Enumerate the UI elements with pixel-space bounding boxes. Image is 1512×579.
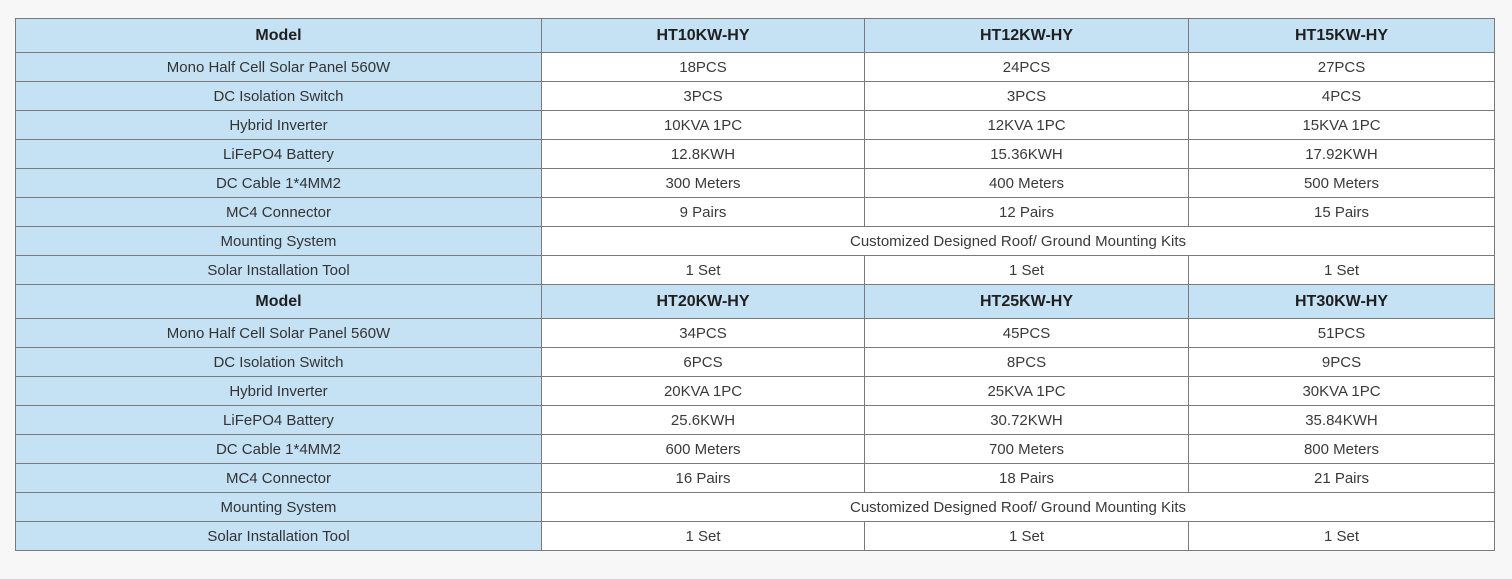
value-cell: 12KVA 1PC <box>864 110 1189 140</box>
table-row: LiFePO4 Battery 25.6KWH 30.72KWH 35.84KW… <box>15 405 1495 435</box>
value-cell: 18 Pairs <box>864 463 1189 493</box>
row-label: Solar Installation Tool <box>15 521 542 551</box>
table-row: DC Cable 1*4MM2 600 Meters 700 Meters 80… <box>15 434 1495 464</box>
value-cell: 1 Set <box>541 255 865 285</box>
value-cell: 9PCS <box>1188 347 1495 377</box>
value-cell: 1 Set <box>1188 255 1495 285</box>
model-column-header: HT10KW-HY <box>541 18 865 53</box>
value-cell: 45PCS <box>864 318 1189 348</box>
value-cell: 35.84KWH <box>1188 405 1495 435</box>
value-cell: 700 Meters <box>864 434 1189 464</box>
value-cell: 25KVA 1PC <box>864 376 1189 406</box>
model-column-header: HT15KW-HY <box>1188 18 1495 53</box>
value-cell: 1 Set <box>864 521 1189 551</box>
value-cell: 15.36KWH <box>864 139 1189 169</box>
value-cell: 12 Pairs <box>864 197 1189 227</box>
row-label: Hybrid Inverter <box>15 376 542 406</box>
spec-table-container: Model HT10KW-HY HT12KW-HY HT15KW-HY Mono… <box>15 18 1495 551</box>
value-cell: 4PCS <box>1188 81 1495 111</box>
spec-section-1: Model HT10KW-HY HT12KW-HY HT15KW-HY Mono… <box>15 18 1495 285</box>
value-cell: 6PCS <box>541 347 865 377</box>
table-row: Mounting System Customized Designed Roof… <box>15 492 1495 522</box>
value-cell: 21 Pairs <box>1188 463 1495 493</box>
row-label: MC4 Connector <box>15 197 542 227</box>
table-row: Solar Installation Tool 1 Set 1 Set 1 Se… <box>15 521 1495 551</box>
table-row: Mono Half Cell Solar Panel 560W 18PCS 24… <box>15 52 1495 82</box>
model-column-header: HT30KW-HY <box>1188 284 1495 319</box>
value-cell: 51PCS <box>1188 318 1495 348</box>
table-row: LiFePO4 Battery 12.8KWH 15.36KWH 17.92KW… <box>15 139 1495 169</box>
spanned-value-cell: Customized Designed Roof/ Ground Mountin… <box>541 492 1495 522</box>
spec-section-2: Model HT20KW-HY HT25KW-HY HT30KW-HY Mono… <box>15 284 1495 551</box>
table-row: MC4 Connector 9 Pairs 12 Pairs 15 Pairs <box>15 197 1495 227</box>
model-column-header: HT20KW-HY <box>541 284 865 319</box>
row-label: LiFePO4 Battery <box>15 139 542 169</box>
value-cell: 3PCS <box>864 81 1189 111</box>
model-column-header: HT25KW-HY <box>864 284 1189 319</box>
value-cell: 24PCS <box>864 52 1189 82</box>
row-label: DC Isolation Switch <box>15 347 542 377</box>
value-cell: 30.72KWH <box>864 405 1189 435</box>
value-cell: 10KVA 1PC <box>541 110 865 140</box>
value-cell: 400 Meters <box>864 168 1189 198</box>
row-label: MC4 Connector <box>15 463 542 493</box>
value-cell: 800 Meters <box>1188 434 1495 464</box>
model-header-label: Model <box>15 284 542 319</box>
row-label: DC Cable 1*4MM2 <box>15 434 542 464</box>
table-row: DC Cable 1*4MM2 300 Meters 400 Meters 50… <box>15 168 1495 198</box>
row-label: DC Isolation Switch <box>15 81 542 111</box>
value-cell: 300 Meters <box>541 168 865 198</box>
value-cell: 1 Set <box>864 255 1189 285</box>
value-cell: 3PCS <box>541 81 865 111</box>
table-row: Mounting System Customized Designed Roof… <box>15 226 1495 256</box>
value-cell: 12.8KWH <box>541 139 865 169</box>
product-spec-table: Model HT10KW-HY HT12KW-HY HT15KW-HY Mono… <box>15 18 1495 551</box>
row-label: Mono Half Cell Solar Panel 560W <box>15 318 542 348</box>
value-cell: 8PCS <box>864 347 1189 377</box>
table-row: Hybrid Inverter 10KVA 1PC 12KVA 1PC 15KV… <box>15 110 1495 140</box>
table-row: Mono Half Cell Solar Panel 560W 34PCS 45… <box>15 318 1495 348</box>
row-label: Mounting System <box>15 226 542 256</box>
value-cell: 600 Meters <box>541 434 865 464</box>
model-header-label: Model <box>15 18 542 53</box>
row-label: Hybrid Inverter <box>15 110 542 140</box>
row-label: DC Cable 1*4MM2 <box>15 168 542 198</box>
value-cell: 1 Set <box>1188 521 1495 551</box>
value-cell: 1 Set <box>541 521 865 551</box>
value-cell: 30KVA 1PC <box>1188 376 1495 406</box>
value-cell: 18PCS <box>541 52 865 82</box>
model-column-header: HT12KW-HY <box>864 18 1189 53</box>
value-cell: 34PCS <box>541 318 865 348</box>
value-cell: 15KVA 1PC <box>1188 110 1495 140</box>
section-1-header-row: Model HT10KW-HY HT12KW-HY HT15KW-HY <box>15 18 1495 53</box>
value-cell: 20KVA 1PC <box>541 376 865 406</box>
value-cell: 25.6KWH <box>541 405 865 435</box>
row-label: Solar Installation Tool <box>15 255 542 285</box>
table-row: DC Isolation Switch 6PCS 8PCS 9PCS <box>15 347 1495 377</box>
value-cell: 16 Pairs <box>541 463 865 493</box>
value-cell: 27PCS <box>1188 52 1495 82</box>
table-row: Solar Installation Tool 1 Set 1 Set 1 Se… <box>15 255 1495 285</box>
table-row: Hybrid Inverter 20KVA 1PC 25KVA 1PC 30KV… <box>15 376 1495 406</box>
section-2-header-row: Model HT20KW-HY HT25KW-HY HT30KW-HY <box>15 284 1495 319</box>
value-cell: 9 Pairs <box>541 197 865 227</box>
table-row: MC4 Connector 16 Pairs 18 Pairs 21 Pairs <box>15 463 1495 493</box>
spanned-value-cell: Customized Designed Roof/ Ground Mountin… <box>541 226 1495 256</box>
table-row: DC Isolation Switch 3PCS 3PCS 4PCS <box>15 81 1495 111</box>
row-label: LiFePO4 Battery <box>15 405 542 435</box>
row-label: Mono Half Cell Solar Panel 560W <box>15 52 542 82</box>
value-cell: 17.92KWH <box>1188 139 1495 169</box>
row-label: Mounting System <box>15 492 542 522</box>
value-cell: 15 Pairs <box>1188 197 1495 227</box>
value-cell: 500 Meters <box>1188 168 1495 198</box>
